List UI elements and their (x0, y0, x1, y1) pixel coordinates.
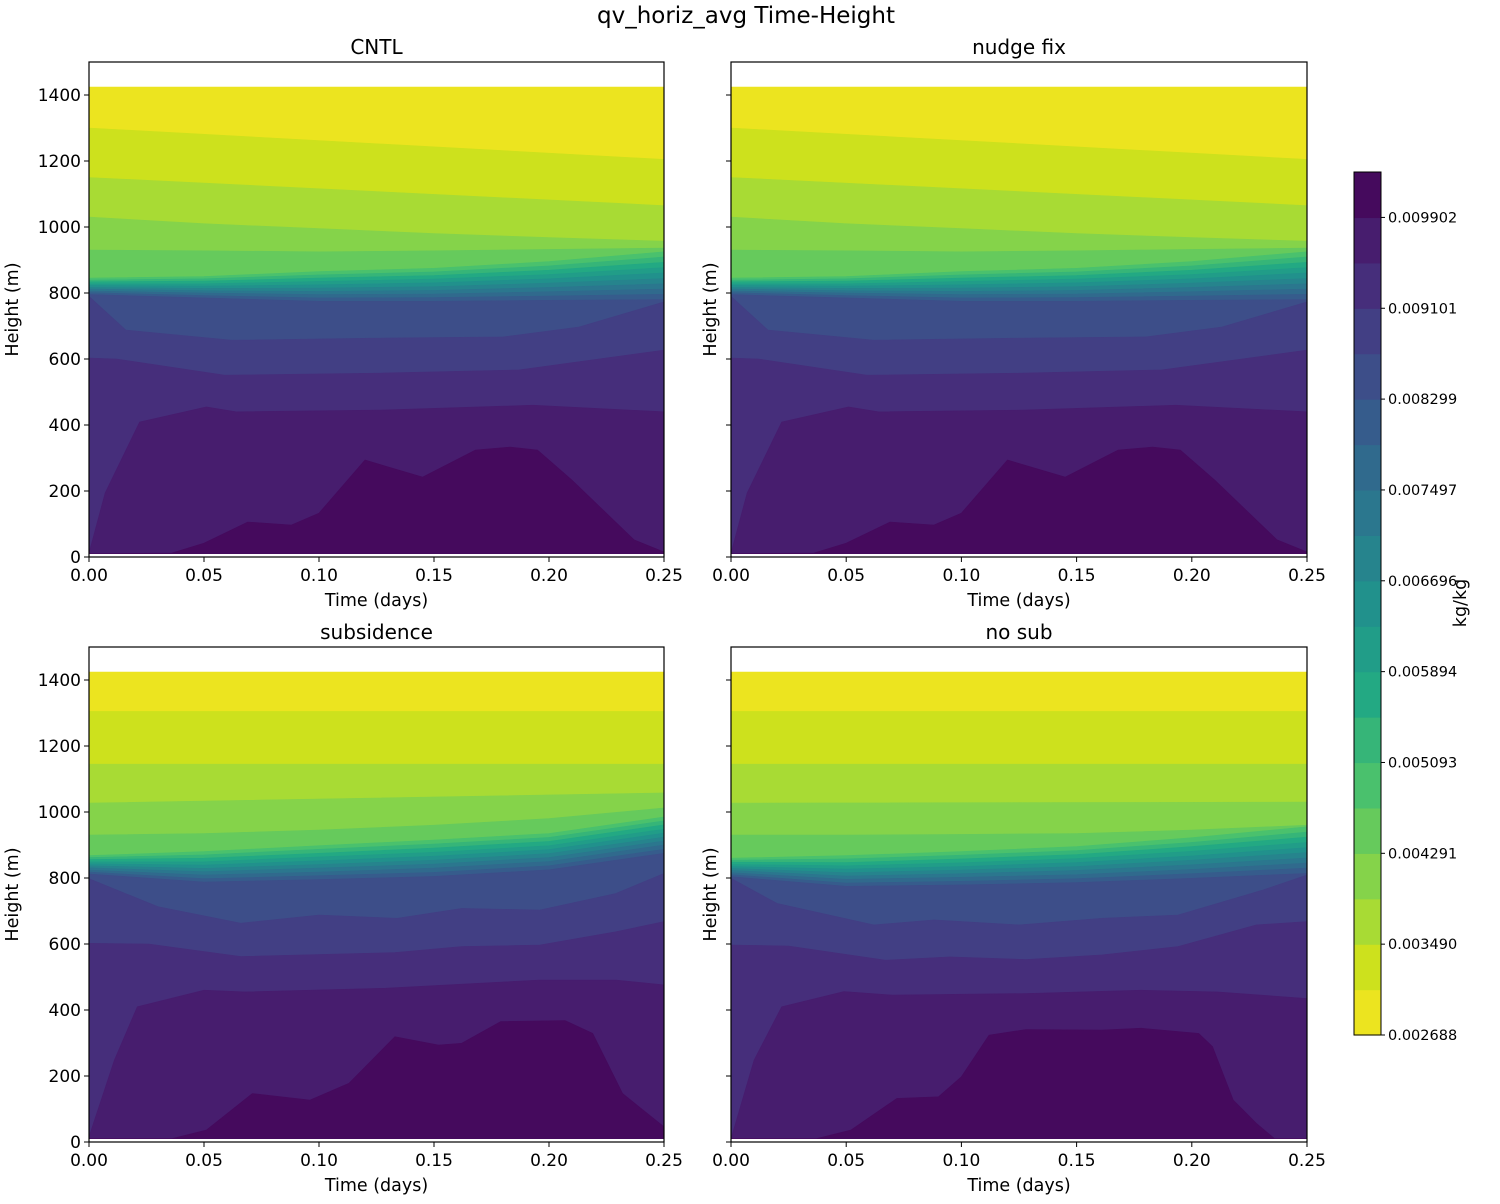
axes-frame (730, 646, 1308, 1143)
x-tick-label: 0.15 (1058, 1151, 1096, 1171)
colorbar-band-5 (1354, 762, 1381, 809)
x-tick-label: 0.05 (827, 1151, 865, 1171)
x-tick-label: 0.10 (942, 1151, 980, 1171)
colorbar-band-4 (1354, 807, 1381, 854)
x-tick-label: 0.00 (70, 566, 108, 586)
x-tick-label: 0.20 (1173, 566, 1211, 586)
x-axis-label: Time (days) (324, 1176, 428, 1196)
contour-band-18 (730, 446, 1308, 555)
y-tick-label: 200 (49, 482, 81, 502)
x-tick-label: 0.00 (70, 1151, 108, 1171)
colorbar-band-9 (1354, 580, 1381, 627)
y-axis-label: Height (m) (3, 262, 23, 356)
y-tick-label: 200 (49, 1067, 81, 1087)
y-tick-label: 1000 (38, 218, 81, 238)
subplot-title: no sub (985, 620, 1052, 644)
colorbar-band-3 (1354, 853, 1381, 900)
colorbar-band-12 (1354, 444, 1381, 491)
axes-frame (88, 61, 665, 558)
colorbar-label: kg/kg (1451, 579, 1471, 627)
colorbar-band-0 (1354, 989, 1381, 1036)
x-tick-label: 0.05 (185, 566, 223, 586)
y-tick-label: 1200 (38, 737, 81, 757)
colorbar-tick-label: 0.007497 (1388, 483, 1457, 499)
y-tick-label: 0 (70, 548, 81, 568)
subplot-title: CNTL (350, 35, 403, 59)
subplot-title: subsidence (320, 620, 433, 644)
x-tick-label: 0.25 (1288, 1151, 1326, 1171)
y-tick-label: 400 (49, 416, 81, 436)
x-tick-label: 0.00 (712, 566, 750, 586)
subplot-subsidence: 0.00 0.05 0.10 0.15 0.20 0.25 0 200 400 600 800 100… (3, 620, 683, 1196)
colorbar-tick-label: 0.004291 (1388, 846, 1457, 862)
y-axis-label: Height (m) (701, 847, 721, 941)
x-axis-label: Time (days) (324, 591, 428, 611)
y-tick-label: 800 (49, 869, 81, 889)
x-tick-label: 0.20 (1173, 1151, 1211, 1171)
colorbar-tick-label: 0.009101 (1388, 301, 1457, 317)
x-tick-label: 0.10 (942, 566, 980, 586)
colorbar-tick-label: 0.008299 (1388, 392, 1457, 408)
x-tick-label: 0.20 (530, 566, 568, 586)
colorbar-band-8 (1354, 626, 1381, 673)
colorbar-band-18 (1354, 172, 1381, 219)
y-tick-label: 1200 (38, 152, 81, 172)
colorbar-tick-label: 0.005894 (1388, 665, 1457, 681)
y-tick-label: 600 (49, 935, 81, 955)
colorbar-band-16 (1354, 262, 1381, 309)
y-tick-label: 0 (70, 1133, 81, 1153)
subplot-no-sub: 0.00 0.05 0.10 0.15 0.20 0.25 no sub Time (days… (701, 620, 1326, 1196)
x-tick-label: 0.15 (415, 1151, 453, 1171)
x-tick-label: 0.00 (712, 1151, 750, 1171)
y-axis-label: Height (m) (3, 847, 23, 941)
x-tick-label: 0.05 (185, 1151, 223, 1171)
x-tick-label: 0.05 (827, 566, 865, 586)
y-tick-label: 400 (49, 1001, 81, 1021)
y-tick-label: 1400 (38, 671, 81, 691)
x-tick-label: 0.10 (300, 566, 338, 586)
colorbar-band-1 (1354, 944, 1381, 991)
colorbar-band-6 (1354, 717, 1381, 764)
x-axis-label: Time (days) (966, 591, 1070, 611)
x-tick-label: 0.10 (300, 1151, 338, 1171)
subplot-title: nudge fix (972, 35, 1066, 59)
y-tick-label: 1400 (38, 86, 81, 106)
colorbar-tick-label: 0.003490 (1388, 937, 1457, 953)
x-tick-label: 0.15 (415, 566, 453, 586)
figure-title: qv_horiz_avg Time-Height (597, 3, 895, 29)
y-axis-label: Height (m) (701, 262, 721, 356)
x-tick-label: 0.15 (1058, 566, 1096, 586)
y-tick-label: 1000 (38, 803, 81, 823)
colorbar-tick-label: 0.005093 (1388, 755, 1457, 771)
colorbar-tick-label: 0.006696 (1388, 574, 1457, 590)
subplot-cntl: 0.00 0.05 0.10 0.15 0.20 0.25 0 200 400 600 800 100… (3, 35, 683, 611)
contour-band-18 (88, 446, 665, 555)
colorbar-band-14 (1354, 353, 1381, 400)
colorbar-band-10 (1354, 535, 1381, 582)
y-tick-label: 600 (49, 350, 81, 370)
colorbar-band-13 (1354, 399, 1381, 446)
colorbar-band-15 (1354, 308, 1381, 355)
colorbar: 0.002688 0.003490 0.004291 0.005093 0.005894… (1353, 171, 1457, 1044)
contour-band-18 (89, 1020, 665, 1139)
x-axis-label: Time (days) (966, 1176, 1070, 1196)
colorbar-tick-label: 0.002688 (1388, 1028, 1457, 1044)
x-tick-label: 0.20 (530, 1151, 568, 1171)
axes-frame (88, 646, 665, 1143)
contour-band-18 (731, 1027, 1307, 1139)
x-tick-label: 0.25 (645, 566, 683, 586)
x-tick-label: 0.25 (1288, 566, 1326, 586)
colorbar-band-2 (1354, 898, 1381, 945)
subplot-nudge-fix: 0.00 0.05 0.10 0.15 0.20 0.25 nudge fix Time (d… (701, 35, 1326, 611)
colorbar-frame (1353, 171, 1382, 1036)
colorbar-band-11 (1354, 489, 1381, 536)
colorbar-band-7 (1354, 671, 1381, 718)
axes-frame (730, 61, 1308, 558)
x-tick-label: 0.25 (645, 1151, 683, 1171)
y-tick-label: 800 (49, 284, 81, 304)
colorbar-tick-label: 0.009902 (1388, 210, 1457, 226)
colorbar-band-17 (1354, 217, 1381, 264)
